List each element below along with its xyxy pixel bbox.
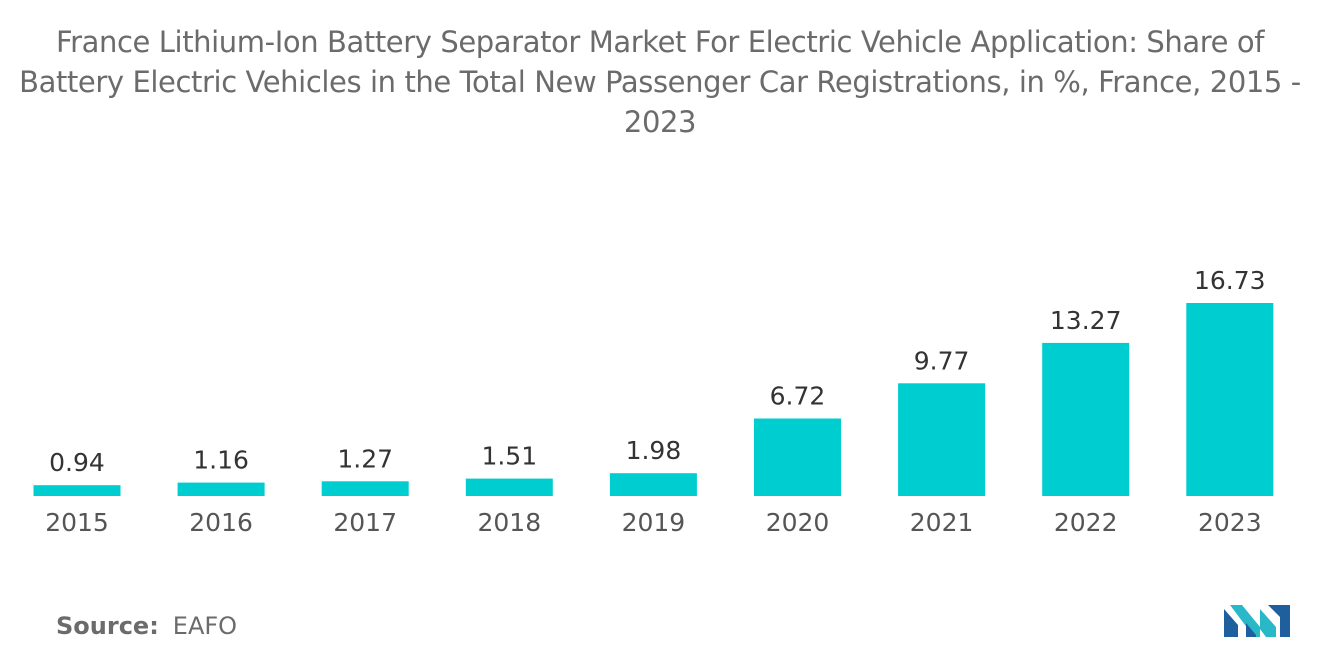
x-tick-label-2016: 2016: [189, 508, 253, 537]
data-label-2015: 0.94: [49, 448, 105, 477]
bar-2016: [177, 482, 265, 496]
x-tick-label-2018: 2018: [477, 508, 541, 537]
data-label-2023: 16.73: [1194, 266, 1266, 295]
x-tick-label-2019: 2019: [622, 508, 686, 537]
x-tick-label-2022: 2022: [1054, 508, 1118, 537]
chart-title: France Lithium-Ion Battery Separator Mar…: [19, 25, 1301, 139]
data-label-2016: 1.16: [193, 446, 249, 475]
bar-2022: [1042, 342, 1130, 496]
data-label-2021: 9.77: [914, 346, 970, 375]
bar-2021: [898, 383, 986, 496]
data-label-2018: 1.51: [481, 442, 537, 471]
bar-2017: [321, 481, 409, 496]
bar-2019: [609, 473, 697, 496]
source-value: EAFO: [172, 612, 238, 640]
x-tick-label-2020: 2020: [766, 508, 830, 537]
data-label-2022: 13.27: [1050, 306, 1122, 335]
bar-chart: 0.94 2015 1.16 2016 1.27 2017 1.51 2018 1.98 2019…: [33, 266, 1274, 537]
x-tick-label-2015: 2015: [45, 508, 109, 537]
bar-2015: [33, 485, 121, 496]
mordor-logo-icon: [1224, 605, 1290, 637]
x-tick-label-2023: 2023: [1198, 508, 1262, 537]
bar-2020: [754, 418, 841, 496]
data-label-2020: 6.72: [770, 382, 826, 411]
bar-2023: [1186, 303, 1274, 496]
bar-2018: [465, 478, 553, 496]
source-note: Source: EAFO: [56, 612, 237, 640]
data-label-2017: 1.27: [337, 444, 393, 473]
x-tick-label-2021: 2021: [910, 508, 974, 537]
data-label-2019: 1.98: [626, 436, 682, 465]
source-label: Source:: [56, 612, 159, 640]
x-tick-label-2017: 2017: [333, 508, 397, 537]
